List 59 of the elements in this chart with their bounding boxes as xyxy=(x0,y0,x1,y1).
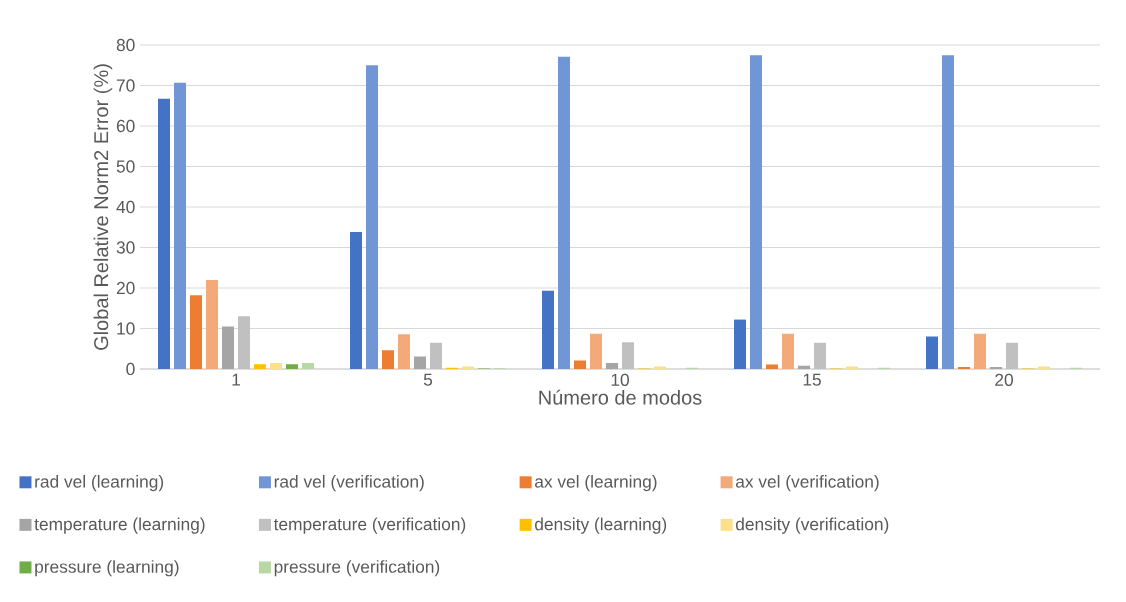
bar xyxy=(798,365,810,369)
bar xyxy=(414,356,427,369)
bar xyxy=(254,364,267,369)
bar xyxy=(606,362,618,369)
y-tick-label: 50 xyxy=(116,160,135,173)
bar xyxy=(302,362,315,369)
legend-label: rad vel (verification) xyxy=(274,475,424,492)
bar xyxy=(942,55,954,369)
x-tick-label: 10 xyxy=(611,373,629,386)
bar xyxy=(814,342,826,369)
bar xyxy=(238,316,251,369)
legend-label: pressure (verification) xyxy=(274,560,440,577)
bar xyxy=(382,350,395,369)
legend-label: temperature (verification) xyxy=(273,517,466,534)
bar xyxy=(974,333,986,369)
y-tick-label: 10 xyxy=(117,322,135,335)
bar xyxy=(366,65,379,369)
bar xyxy=(574,360,586,369)
legend-label: rad vel (learning) xyxy=(35,475,164,492)
x-tick-label: 1 xyxy=(232,373,240,386)
bar xyxy=(542,290,555,369)
bar xyxy=(270,362,283,369)
bar xyxy=(190,295,203,369)
bar xyxy=(926,336,938,369)
y-tick-label: 60 xyxy=(116,119,135,133)
y-tick-label: 30 xyxy=(116,241,135,254)
x-tick-label: 20 xyxy=(995,373,1013,386)
legend-label: pressure (learning) xyxy=(35,560,179,577)
legend-label: temperature (learning) xyxy=(34,517,205,534)
bar xyxy=(398,334,411,369)
bar xyxy=(174,82,187,369)
bar xyxy=(558,56,570,369)
x-tick-label: 15 xyxy=(803,373,821,386)
y-tick-label: 80 xyxy=(116,38,135,52)
bar xyxy=(782,333,794,369)
x-tick-label: 5 xyxy=(423,373,433,386)
bar xyxy=(158,98,171,369)
legend-label: ax vel (learning) xyxy=(535,475,657,492)
bar xyxy=(350,232,363,369)
bar xyxy=(1006,342,1018,369)
legend-label: ax vel (verification) xyxy=(735,475,879,492)
x-axis-title: Número de modos xyxy=(539,389,702,405)
y-axis-title: Global Relative Norm2 Error (%) xyxy=(93,64,113,350)
bar xyxy=(222,326,235,369)
bar xyxy=(990,366,1002,369)
bar xyxy=(590,333,603,369)
legend-label: density (verification) xyxy=(735,517,889,534)
y-tick-label: 70 xyxy=(116,79,135,92)
bar xyxy=(622,342,635,369)
legend-label: density (learning) xyxy=(535,517,667,534)
bar xyxy=(750,55,762,369)
bar xyxy=(734,319,746,369)
bar xyxy=(206,279,219,369)
bar xyxy=(286,364,299,369)
bar xyxy=(430,342,443,369)
y-tick-label: 0 xyxy=(126,362,135,376)
y-tick-label: 20 xyxy=(116,281,135,295)
bar xyxy=(958,366,970,369)
y-tick-label: 40 xyxy=(116,200,135,214)
